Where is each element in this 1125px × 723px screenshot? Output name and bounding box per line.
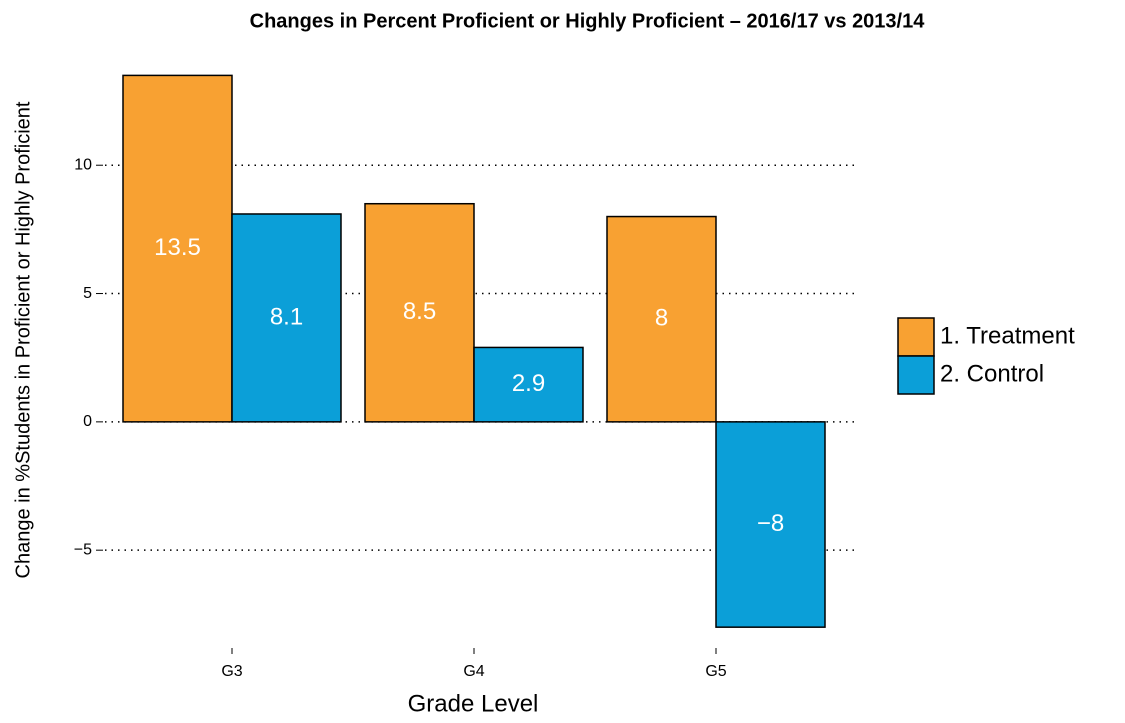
y-axis-label: Change in %Students in Proficient or Hig… — [12, 101, 34, 578]
y-tick-label: −5 — [74, 541, 92, 558]
bar — [231, 213, 342, 423]
value-label: 2.9 — [512, 370, 545, 397]
x-tick-label: G4 — [463, 663, 484, 680]
y-tick-label: 5 — [83, 285, 92, 302]
legend-swatch — [897, 355, 935, 395]
y-tick-label: 0 — [83, 413, 92, 430]
bar — [122, 74, 233, 423]
legend-swatch — [897, 317, 935, 357]
value-label: 8 — [655, 305, 668, 332]
bar — [364, 202, 475, 423]
legend-label: 2. Control — [940, 360, 1044, 387]
value-label: 8.1 — [270, 303, 303, 330]
value-label: 13.5 — [154, 234, 201, 261]
value-label: −8 — [757, 510, 784, 537]
x-tick-label: G3 — [221, 663, 242, 680]
value-label: 8.5 — [403, 298, 436, 325]
y-tick-label: 10 — [74, 156, 92, 173]
bar — [715, 421, 826, 628]
chart-title: Changes in Percent Proficient or Highly … — [250, 10, 926, 32]
x-tick-label: G5 — [705, 663, 726, 680]
x-axis-label: Grade Level — [408, 690, 539, 717]
legend-label: 1. Treatment — [940, 322, 1075, 349]
bar — [606, 215, 717, 423]
bar — [473, 346, 584, 423]
